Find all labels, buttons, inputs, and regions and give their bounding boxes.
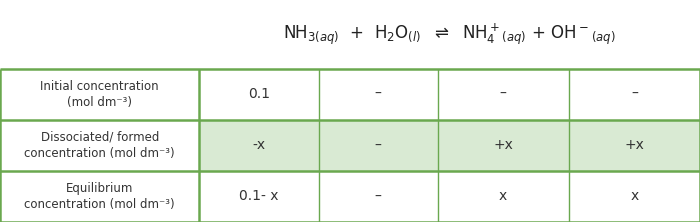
Text: Initial concentration
(mol dm⁻³): Initial concentration (mol dm⁻³) — [41, 80, 159, 109]
Text: NH$_{3(aq)}$  +  H$_2$O$_{(l)}$  $\rightleftharpoons$  NH$_4^+$$_{(aq)}$ + OH$^-: NH$_{3(aq)}$ + H$_2$O$_{(l)}$ $\rightlef… — [284, 22, 616, 47]
Bar — [0, 120, 199, 171]
Text: –: – — [500, 87, 507, 101]
Text: 0.1: 0.1 — [248, 87, 270, 101]
Bar — [0, 69, 199, 120]
Text: Dissociated/ formed
concentration (mol dm⁻³): Dissociated/ formed concentration (mol d… — [25, 131, 175, 160]
Bar — [318, 120, 438, 171]
Text: +x: +x — [624, 138, 644, 153]
Bar — [438, 120, 568, 171]
Bar — [568, 69, 700, 120]
Text: x: x — [499, 189, 508, 204]
Bar — [438, 171, 568, 222]
Text: –: – — [374, 189, 382, 204]
Bar — [0, 171, 199, 222]
Bar — [199, 171, 318, 222]
Text: +x: +x — [494, 138, 513, 153]
Text: –: – — [374, 138, 382, 153]
Bar — [568, 171, 700, 222]
Bar — [318, 69, 438, 120]
Bar — [318, 171, 438, 222]
Bar — [199, 120, 318, 171]
Bar — [438, 69, 568, 120]
Bar — [568, 120, 700, 171]
Text: x: x — [630, 189, 638, 204]
Text: –: – — [631, 87, 638, 101]
Bar — [199, 69, 318, 120]
Text: –: – — [374, 87, 382, 101]
Text: -x: -x — [253, 138, 265, 153]
Text: 0.1- x: 0.1- x — [239, 189, 279, 204]
Text: Equilibrium
concentration (mol dm⁻³): Equilibrium concentration (mol dm⁻³) — [25, 182, 175, 211]
